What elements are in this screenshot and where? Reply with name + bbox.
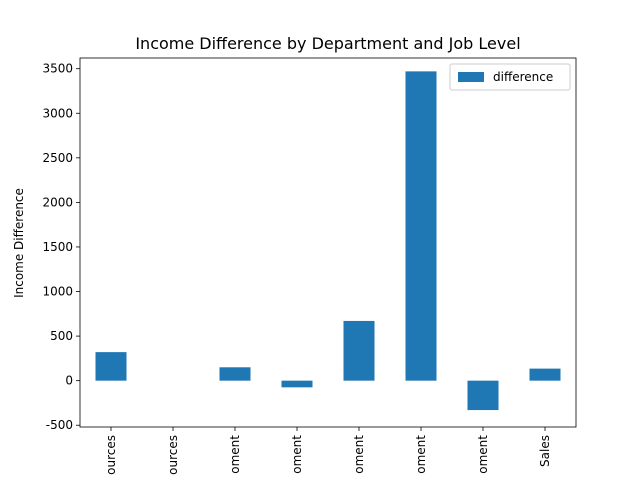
legend-box [449, 63, 571, 91]
y-tick-label: 1000 [42, 285, 73, 299]
y-tick-label: 3500 [42, 62, 73, 76]
x-tick-label: oment [228, 435, 242, 474]
bar [95, 352, 127, 381]
y-tick-label: 500 [50, 329, 73, 343]
bar [467, 380, 499, 411]
x-tick-label: oment [414, 435, 428, 474]
bar [405, 71, 437, 381]
y-tick-label: 0 [65, 374, 73, 388]
bar [281, 380, 313, 388]
y-tick-label: 3000 [42, 106, 73, 120]
x-tick-label: Sales [538, 435, 552, 467]
x-tick-label: ources [166, 435, 180, 475]
legend-label: difference [493, 70, 553, 84]
x-tick-label: oment [352, 435, 366, 474]
bar [343, 320, 375, 381]
y-tick-label: 1500 [42, 240, 73, 254]
bar [219, 367, 251, 381]
x-tick-label: oment [290, 435, 304, 474]
chart-title: Income Difference by Department and Job … [135, 34, 520, 53]
y-tick-label: 2500 [42, 151, 73, 165]
plot-area: -500 0 500 1000 1500 2000 2500 3000 3500 ources ou… [42, 57, 577, 475]
y-axis-label: Income Difference [12, 188, 26, 298]
bar [529, 368, 561, 381]
y-tick-label: 2000 [42, 195, 73, 209]
plot-frame [79, 57, 577, 428]
x-tick-label: ources [104, 435, 118, 475]
y-tick-label: -500 [46, 418, 73, 432]
legend-swatch [458, 72, 484, 82]
x-tick-label: oment [476, 435, 490, 474]
